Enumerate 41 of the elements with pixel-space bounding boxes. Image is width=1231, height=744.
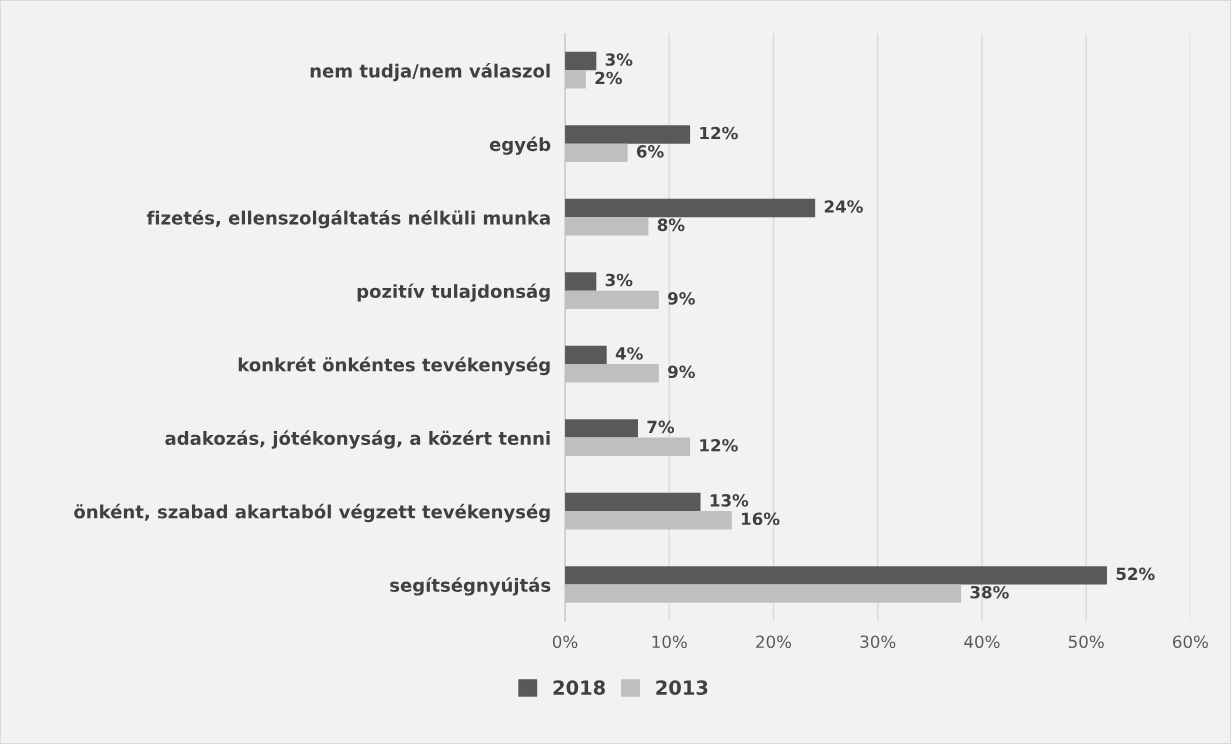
data-label: 12% <box>700 438 738 452</box>
data-label: 13% <box>710 494 749 507</box>
bar <box>565 419 638 438</box>
data-label: 4% <box>615 347 643 360</box>
data-label: 9% <box>668 365 695 379</box>
data-label: 6% <box>636 145 664 158</box>
legend-label: 2013 <box>656 680 708 695</box>
data-label: 16% <box>742 512 780 526</box>
data-label: 9% <box>668 292 695 305</box>
x-tick-label: 10% <box>652 635 687 649</box>
data-label: 24% <box>824 200 863 213</box>
y-tick-label: fizetés, ellenszolgáltatás nélküli munka <box>146 209 550 229</box>
x-tick-label: 0% <box>552 635 578 649</box>
bar <box>565 272 597 291</box>
bar <box>565 492 701 512</box>
bar <box>565 198 816 218</box>
y-tick-label: önként, szabad akartaból végzett tevékenység <box>74 503 550 523</box>
bar <box>565 345 607 365</box>
data-label: 8% <box>657 218 685 232</box>
y-tick-label: adakozás, jótékonyság, a közért tenni <box>165 430 550 449</box>
data-label: 38% <box>970 585 1009 599</box>
y-tick-label: konkrét önkéntes tevékenység <box>238 356 550 376</box>
data-label: 52% <box>1116 567 1155 581</box>
data-label: 3% <box>605 53 633 66</box>
legend-label: 2018 <box>553 680 605 695</box>
x-tick-label: 30% <box>860 635 896 649</box>
data-label: 7% <box>647 420 675 434</box>
data-label: 3% <box>605 273 633 287</box>
y-tick-label: nem tudja/nem válaszol <box>310 62 550 82</box>
data-label: 12% <box>700 126 738 140</box>
bar <box>565 125 691 144</box>
x-tick-label: 40% <box>964 635 1000 649</box>
x-tick-label: 60% <box>1173 635 1208 649</box>
x-tick-label: 50% <box>1068 635 1104 649</box>
y-tick-label: segítségnyújtás <box>390 577 551 596</box>
y-tick-label: pozitív tulajdonság <box>357 283 550 302</box>
bar <box>565 566 1107 585</box>
x-tick-label: 20% <box>756 635 792 649</box>
data-label: 2% <box>595 71 622 85</box>
bar <box>565 51 597 71</box>
y-tick-label: egyéb <box>489 136 551 155</box>
